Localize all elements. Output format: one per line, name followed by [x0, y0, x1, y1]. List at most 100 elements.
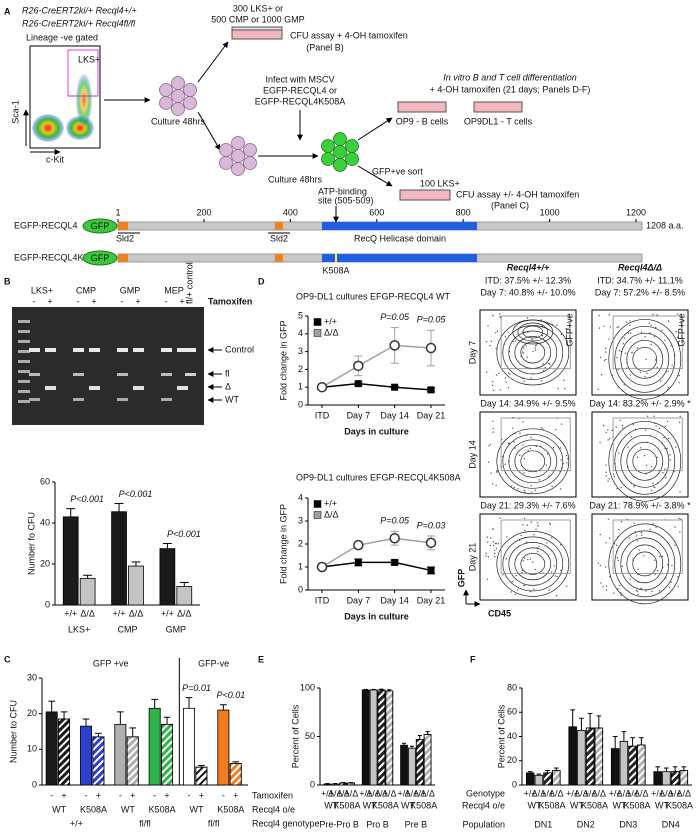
flow-dot [560, 459, 562, 461]
stat: Day 14: 83.2% +/- 2.9% * [589, 398, 691, 408]
y-tick-label: 4 [298, 492, 303, 502]
label: + 4-OH tamoxifen (21 days; Panels D-F) [430, 84, 591, 94]
flow-dot [517, 589, 519, 591]
y-axis-label: Fold change in GFP [278, 504, 288, 584]
flow-dot [523, 347, 525, 349]
flow-dot [499, 313, 501, 315]
label: GFP+ve sort [372, 166, 423, 176]
bar [610, 748, 620, 786]
contour [620, 332, 670, 386]
y-axis-label: Number fo CFU [26, 512, 36, 575]
flow-dot [537, 525, 539, 527]
flow-dot [509, 373, 511, 375]
x-tick-label: + [199, 790, 204, 800]
x-tick-label: Pro B [366, 819, 389, 829]
flow-dot [616, 356, 618, 359]
flow-dot [605, 351, 607, 353]
group-label: K508A [581, 800, 608, 810]
y-tick-label: 1 [298, 382, 303, 392]
sub-label: Δ/Δ [532, 788, 547, 798]
flow-dot [662, 472, 664, 474]
bar-hatch [161, 723, 174, 786]
flow-dot [502, 574, 504, 576]
flow-dot [533, 588, 535, 590]
flow-dot [640, 587, 642, 590]
label: CFU assay + 4-OH tamoxifen [290, 30, 408, 40]
gate [612, 519, 683, 574]
contour [632, 551, 658, 577]
bar [80, 725, 92, 786]
p-value: P<0.001 [119, 489, 153, 499]
label: GMP [120, 285, 141, 295]
flow-dot [548, 362, 550, 365]
x-tick-label: Day 21 [417, 410, 446, 420]
x-tick-label: DN2 [577, 819, 595, 829]
scale-label: 600 [369, 207, 384, 217]
flow-dot [557, 387, 559, 390]
group-label: +/+ [70, 818, 83, 828]
marker [389, 340, 400, 351]
sub-label: Δ/Δ [405, 788, 420, 798]
flow-dot [667, 386, 670, 389]
group-label: K508A [80, 804, 107, 814]
gate-label: GFP+ve [564, 313, 574, 346]
flow-dot [637, 593, 639, 596]
flow-dot [656, 314, 658, 316]
bar [653, 771, 662, 786]
label: GFP-ve [198, 658, 229, 668]
cell [183, 83, 197, 97]
gel-band [177, 348, 188, 352]
bar-hatch [195, 766, 208, 786]
sub-label: Δ/Δ [549, 788, 564, 798]
legend-label: +/+ [324, 498, 337, 508]
flow-dot [644, 336, 646, 338]
stat: Day 7: 57.2% +/- 8.5% [595, 287, 685, 297]
ladder-band [18, 330, 30, 333]
flow-dot [623, 384, 625, 386]
ladder-band [18, 370, 30, 373]
flow-dot [603, 359, 606, 362]
flow-dot [536, 550, 539, 553]
treatment-label: - [121, 296, 124, 306]
flow-dot [489, 544, 491, 547]
bar-hatch [415, 739, 424, 786]
axis-label: GFP [456, 569, 466, 588]
flow-dot [546, 453, 549, 455]
flow-dot [621, 565, 624, 568]
bar-hatch [229, 763, 242, 786]
flow-dot [513, 486, 516, 489]
flow-dot [650, 489, 653, 492]
flow-dot [523, 557, 526, 559]
gel-band [29, 348, 40, 352]
flow-dot [604, 347, 607, 350]
sub-label: +/+ [413, 788, 426, 798]
flow-dot [533, 534, 535, 536]
sub-label: Δ/Δ [177, 608, 192, 618]
cell [183, 96, 197, 110]
contour [632, 346, 658, 372]
x-tick-label: Day 14 [380, 410, 409, 420]
flow-dot [498, 372, 500, 375]
gel-band [185, 348, 196, 352]
gate [500, 417, 571, 472]
flow-dot [527, 558, 529, 561]
gel-band [45, 386, 56, 390]
x-tick-label: DN1 [534, 819, 552, 829]
flow-dot [494, 556, 496, 558]
flow-dot [600, 582, 602, 584]
contour [520, 450, 546, 473]
y-tick-label: 3 [298, 346, 303, 356]
flow-dot [645, 590, 647, 592]
flow-dot [646, 372, 648, 375]
flow-plot [591, 513, 689, 601]
flow-dot [540, 427, 543, 429]
cell [345, 152, 359, 166]
flow-dot [512, 427, 514, 429]
flow-dot [650, 343, 652, 346]
marker [389, 533, 400, 544]
flow-dot [624, 352, 627, 354]
flow-dot [653, 486, 655, 488]
x-tick-label: + [164, 790, 169, 800]
x-tick-label: Day 7 [347, 410, 371, 420]
connector [357, 165, 393, 187]
